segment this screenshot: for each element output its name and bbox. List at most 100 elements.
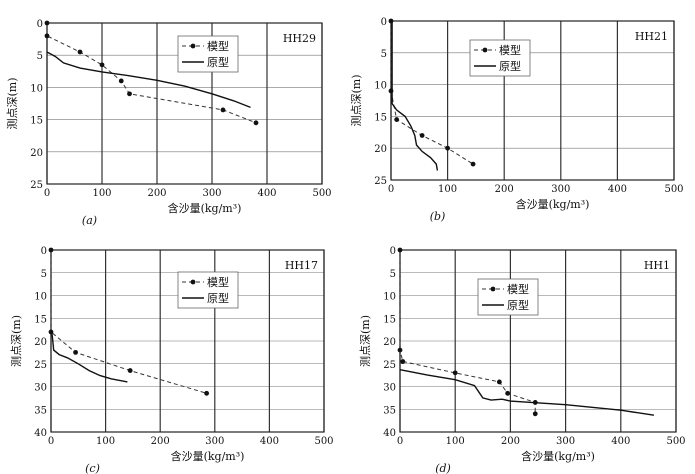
series-point-model [220, 107, 226, 113]
y-tick-label: 35 [34, 405, 47, 416]
series-point-model [470, 161, 476, 167]
subfigure-caption: (d) [435, 462, 451, 474]
y-tick-label: 25 [30, 180, 43, 191]
series-line-model [399, 250, 536, 414]
x-tick-label: 500 [666, 436, 685, 447]
x-tick-label: 100 [92, 188, 111, 199]
series-line-prototype [46, 51, 251, 109]
legend-label-model: 模型 [207, 39, 229, 53]
series-point-model [73, 349, 78, 355]
legend-box [177, 35, 239, 73]
y-tick-label: 0 [381, 17, 387, 28]
y-tick-label: 15 [34, 314, 47, 325]
x-axis-label: 含沙量(kg/m³) [521, 449, 595, 463]
series-point-model [496, 379, 502, 385]
legend-label-prototype: 原型 [207, 291, 229, 305]
y-tick-label: 20 [383, 337, 396, 348]
y-tick-label: 20 [374, 144, 387, 155]
legend-label-prototype: 原型 [499, 59, 521, 73]
series-point-model [397, 247, 403, 253]
y-tick-label: 40 [34, 428, 47, 439]
series-point-model [394, 117, 400, 122]
y-tick-label: 20 [30, 148, 43, 159]
x-tick-label: 100 [446, 436, 465, 447]
series-point-model [505, 390, 511, 396]
legend-marker-model [190, 279, 196, 285]
legend-label-prototype: 原型 [207, 55, 229, 69]
series-point-model [127, 91, 132, 97]
y-tick-label: 25 [374, 176, 387, 187]
y-axis-label: 测点深(m) [359, 315, 372, 367]
legend-label-prototype: 原型 [507, 298, 529, 312]
x-tick-label: 100 [96, 436, 115, 447]
series-point-model [397, 347, 403, 353]
plot-frame [46, 22, 323, 185]
series-point-model [44, 33, 50, 39]
series-point-model [127, 368, 133, 373]
y-tick-label: 5 [37, 51, 43, 62]
y-tick-label: 35 [383, 405, 396, 416]
x-tick-label: 500 [664, 184, 683, 195]
legend-box [177, 271, 239, 309]
x-tick-label: 200 [151, 436, 170, 447]
plot-frame [50, 249, 325, 433]
x-tick-label: 0 [48, 436, 54, 447]
series-point-model [445, 145, 450, 151]
x-tick-label: 400 [611, 436, 630, 447]
y-tick-label: 15 [374, 112, 387, 123]
x-tick-label: 0 [397, 436, 403, 447]
x-tick-label: 300 [551, 184, 570, 195]
series-line-prototype [399, 369, 655, 416]
y-tick-label: 30 [383, 383, 396, 394]
series-point-model [48, 247, 54, 253]
subfigure-caption: (b) [430, 210, 446, 223]
y-tick-label: 40 [383, 428, 396, 439]
plot-frame [390, 20, 675, 181]
x-axis-label: 含沙量(kg/m³) [171, 449, 245, 463]
series-point-model [44, 20, 50, 26]
x-tick-label: 400 [608, 184, 627, 195]
subfigure-caption: (a) [82, 214, 97, 227]
y-axis-label: 测点深(m) [350, 74, 363, 126]
series-point-model [419, 133, 425, 138]
y-tick-label: 20 [34, 337, 47, 348]
series-point-model [77, 49, 83, 55]
y-tick-label: 0 [390, 246, 396, 257]
y-tick-label: 25 [34, 360, 47, 371]
station-label: HH17 [285, 259, 318, 272]
x-tick-label: 0 [44, 188, 50, 199]
legend-box [477, 278, 539, 316]
x-tick-label: 300 [556, 436, 575, 447]
series-point-model [99, 62, 105, 68]
y-tick-label: 5 [41, 269, 47, 280]
y-tick-label: 10 [374, 81, 387, 92]
y-tick-label: 25 [383, 360, 396, 371]
series-line-prototype [51, 334, 128, 383]
y-tick-label: 5 [390, 269, 396, 280]
y-axis-label: 测点深(m) [6, 77, 19, 129]
series-point-model [204, 390, 210, 396]
series-point-model [532, 411, 538, 417]
station-label: HH21 [635, 30, 668, 43]
series-point-model [400, 359, 406, 364]
y-tick-label: 5 [381, 49, 387, 60]
legend-box [469, 39, 531, 77]
y-tick-label: 0 [37, 19, 43, 30]
y-tick-label: 10 [383, 292, 396, 303]
x-tick-label: 200 [501, 436, 520, 447]
y-tick-label: 15 [30, 116, 43, 127]
series-point-model [118, 78, 124, 84]
x-tick-label: 500 [314, 436, 333, 447]
x-tick-label: 200 [147, 188, 166, 199]
x-tick-label: 200 [495, 184, 514, 195]
legend-marker-model [190, 43, 196, 49]
x-tick-label: 400 [257, 188, 276, 199]
